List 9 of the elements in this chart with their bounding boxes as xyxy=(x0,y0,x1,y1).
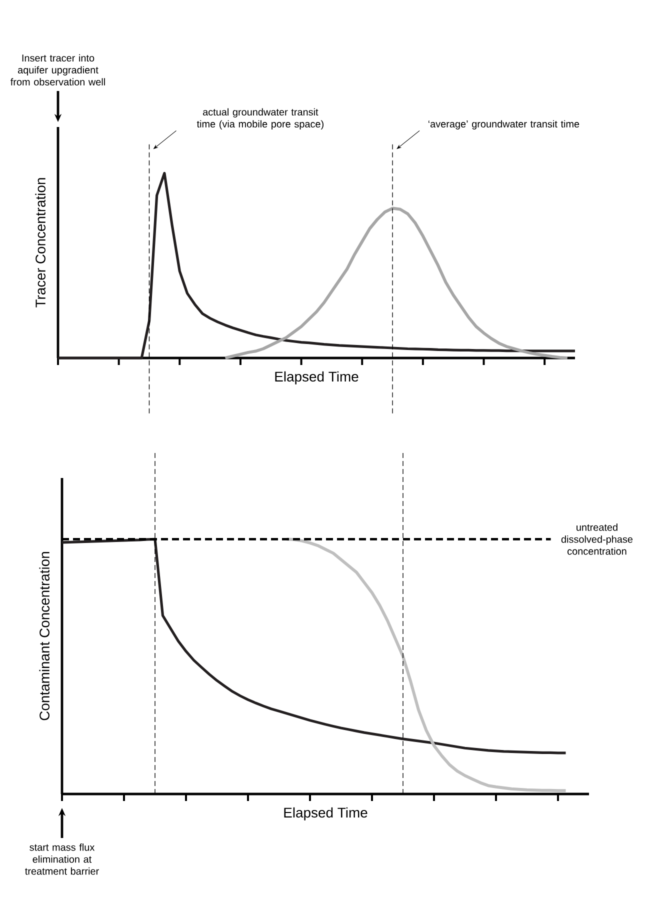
text: actual groundwater transit time (via mobile pore space) xyxy=(196,108,324,130)
ref-line-label: untreated dissolved-phase concentration xyxy=(561,524,633,555)
text: ‘average’ groundwater transit time xyxy=(428,120,580,130)
x-axis-title: Elapsed Time xyxy=(284,807,368,820)
y-axis-title: Contaminant Concentration xyxy=(39,552,50,720)
x-axis-title: Elapsed Time xyxy=(275,371,358,384)
text: start mass flux elimination at treatment barrier xyxy=(25,844,99,875)
y-axis-title: Tracer Concentration xyxy=(35,178,46,308)
text: Insert tracer into aquifer upgradient from observation well xyxy=(10,54,105,86)
